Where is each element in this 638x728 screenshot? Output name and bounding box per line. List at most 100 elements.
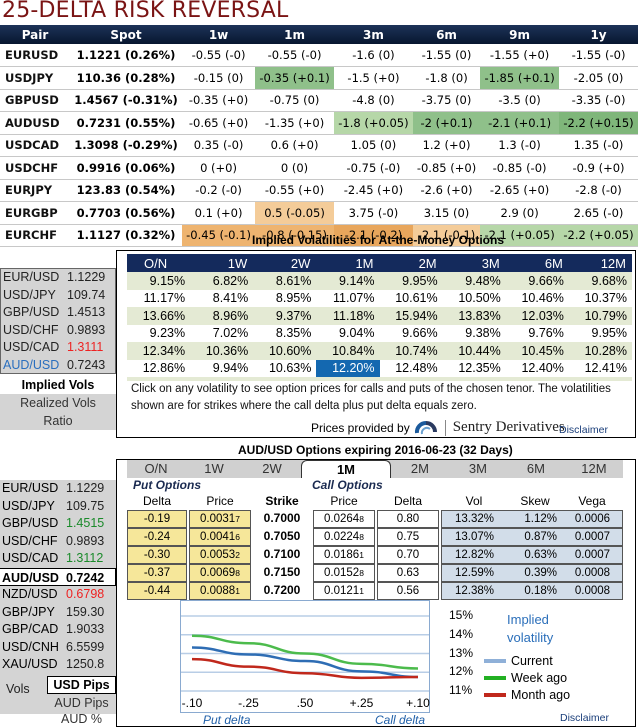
iv-cell[interactable]: 8.61% [253,272,317,290]
iv-cell[interactable]: 9.04% [339,326,375,341]
selected-pair[interactable]: AUD/USD 0.7242 [0,568,116,586]
tab-1m[interactable]: 1M [301,460,391,478]
units-aud-percent[interactable]: AUD % [61,712,102,726]
view-ratio[interactable]: Ratio [0,412,116,430]
rate-row[interactable]: GBP/USD 1.4515 [0,515,116,533]
rate-row[interactable]: USD/CHF 0.9893 [0,533,116,551]
iv-cell[interactable]: 9.38% [465,326,501,341]
iv-cell[interactable]: 13.83% [442,307,506,325]
tab-2m[interactable]: 2M [410,461,429,476]
call-price[interactable]: 0.01861 [313,546,375,564]
iv-cell[interactable]: 9.95% [379,272,443,290]
rate-row[interactable]: USD/CHF 0.9893 [1,322,115,340]
view-implied-vols[interactable]: Implied Vols [0,376,116,394]
iv-cell[interactable]: 12.41% [568,359,632,377]
rr-pair[interactable]: EURUSD [0,44,70,67]
iv-cell[interactable]: 12.40% [505,359,569,377]
iv-cell[interactable]: 10.50% [458,291,501,306]
iv-cell[interactable]: 9.68% [568,272,632,290]
tab-12m[interactable]: 12M [581,461,607,476]
iv-cell[interactable]: 9.23% [149,326,186,341]
iv-cell[interactable]: 12.34% [127,342,191,360]
tab-on[interactable]: O/N [144,461,168,476]
rate-row[interactable]: USD/JPY 109.74 [1,287,115,305]
iv-cell[interactable]: 10.60% [253,342,317,360]
iv-cell[interactable]: 9.48% [442,272,506,290]
view-realized-vols[interactable]: Realized Vols [0,394,116,412]
iv-cell[interactable]: 10.79% [568,307,632,325]
iv-cell[interactable]: 9.76% [528,326,564,341]
iv-cell[interactable]: 9.14% [316,272,380,290]
call-price[interactable]: 0.02648 [313,510,375,528]
put-price[interactable]: 0.00881 [189,582,251,600]
rate-row[interactable]: USD/JPY 109.75 [0,498,116,516]
rate-row[interactable]: USD/CAD 1.3111 [1,339,115,357]
rr-pair[interactable]: EURGBP [0,201,70,225]
iv-cell[interactable]: 8.35% [275,326,312,341]
put-price[interactable]: 0.00416 [189,528,251,546]
iv-cell[interactable]: 8.95% [275,291,312,306]
iv-cell[interactable]: 6.82% [190,272,254,290]
units-usd-pips[interactable]: USD Pips [47,676,116,694]
rate-row[interactable]: GBP/CAD 1.9033 [0,621,116,639]
iv-cell[interactable]: 10.74% [379,342,443,360]
iv-cell[interactable]: 12.35% [442,359,506,377]
iv-cell-selected[interactable]: 12.20% [316,359,380,377]
rr-pair[interactable]: EURJPY [0,179,70,202]
iv-cell[interactable]: 10.61% [395,291,438,306]
iv-cell[interactable]: 9.66% [505,272,569,290]
call-price[interactable]: 0.02248 [313,528,375,546]
iv-cell[interactable]: 11.17% [143,291,186,306]
iv-cell[interactable]: 15.94% [379,307,443,325]
rate-row[interactable]: EUR/USD 1.1229 [0,480,116,498]
rr-pair[interactable]: USDJPY [0,66,70,90]
call-price[interactable]: 0.01528 [313,564,375,582]
rr-pair[interactable]: EURCHF [0,224,70,247]
rr-pair[interactable]: GBPUSD [0,89,70,112]
tab-2w[interactable]: 2W [262,461,282,476]
rate-row[interactable]: XAU/USD 1250.8 [0,656,116,674]
iv-cell[interactable]: 9.15% [127,272,191,290]
iv-cell[interactable]: 10.37% [584,291,627,306]
iv-cell[interactable]: 7.02% [212,326,249,341]
call-price[interactable]: 0.01211 [313,582,375,600]
rate-row[interactable]: USD/CNH 6.5599 [0,639,116,657]
rr-pair[interactable]: USDCAD [0,134,70,157]
iv-cell[interactable]: 10.36% [190,342,254,360]
rr-pair[interactable]: AUDUSD [0,111,70,135]
iv-cell[interactable]: 10.44% [442,342,506,360]
put-price[interactable]: 0.00698 [189,564,251,582]
tab-3m[interactable]: 3M [468,461,487,476]
iv-cell[interactable]: 9.94% [190,359,254,377]
disclaimer-link[interactable]: Disclaimer [559,424,609,436]
iv-cell[interactable]: 10.28% [568,342,632,360]
iv-cell[interactable]: 12.48% [379,359,443,377]
iv-cell[interactable]: 10.45% [505,342,569,360]
iv-cell[interactable]: 9.66% [402,326,438,341]
disclaimer-link-2[interactable]: Disclaimer [560,712,610,724]
iv-cell[interactable]: 11.18% [316,307,380,325]
put-price[interactable]: 0.00532 [189,546,251,564]
units-aud-pips[interactable]: AUD Pips [54,696,109,710]
rate-row[interactable]: NZD/USD 0.6798 [0,586,116,604]
rate-row[interactable]: GBP/USD 1.4513 [1,304,115,322]
iv-cell[interactable]: 10.63% [253,359,317,377]
iv-cell[interactable]: 9.95% [591,326,627,341]
rate-row[interactable]: AUD/USD 0.7243 [1,357,115,375]
rate-row[interactable]: USD/CAD 1.3112 [0,550,116,568]
iv-cell[interactable]: 12.86% [127,359,191,377]
rate-row[interactable]: GBP/JPY 159.30 [0,604,116,622]
put-price[interactable]: 0.00317 [189,510,251,528]
rate-row[interactable]: EUR/USD 1.1229 [1,269,115,287]
iv-cell[interactable]: 9.37% [253,307,317,325]
iv-cell[interactable]: 12.03% [505,307,569,325]
iv-cell[interactable]: 10.46% [521,291,564,306]
tab-6m[interactable]: 6M [526,461,545,476]
tab-1w[interactable]: 1W [204,461,224,476]
rr-pair[interactable]: USDCHF [0,156,70,180]
iv-cell[interactable]: 8.41% [212,291,249,306]
iv-cell[interactable]: 10.84% [316,342,380,360]
iv-cell[interactable]: 8.96% [190,307,254,325]
iv-cell[interactable]: 13.66% [127,307,191,325]
iv-cell[interactable]: 11.07% [333,291,375,306]
